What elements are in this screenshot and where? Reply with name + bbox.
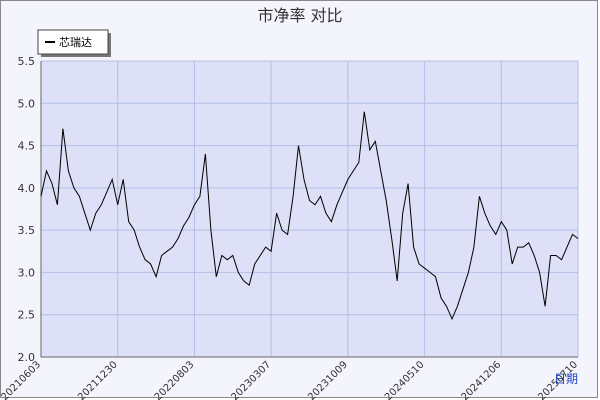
plot-area	[41, 61, 578, 357]
legend-label: 芯瑞达	[59, 35, 92, 49]
series-line	[40, 111, 579, 321]
y-tick-label: 3.0	[18, 266, 36, 279]
y-tick-label: 2.0	[18, 351, 36, 364]
y-tick-label: 3.5	[18, 224, 36, 237]
y-tick-label: 4.0	[18, 182, 36, 195]
y-tick-label: 4.5	[18, 140, 36, 153]
y-tick-label: 5.5	[18, 55, 36, 68]
y-tick-label: 5.0	[18, 97, 36, 110]
y-tick-label: 2.5	[18, 309, 36, 322]
chart-title: 市净率 对比	[257, 6, 342, 25]
x-axis-label: 日期	[554, 372, 578, 386]
